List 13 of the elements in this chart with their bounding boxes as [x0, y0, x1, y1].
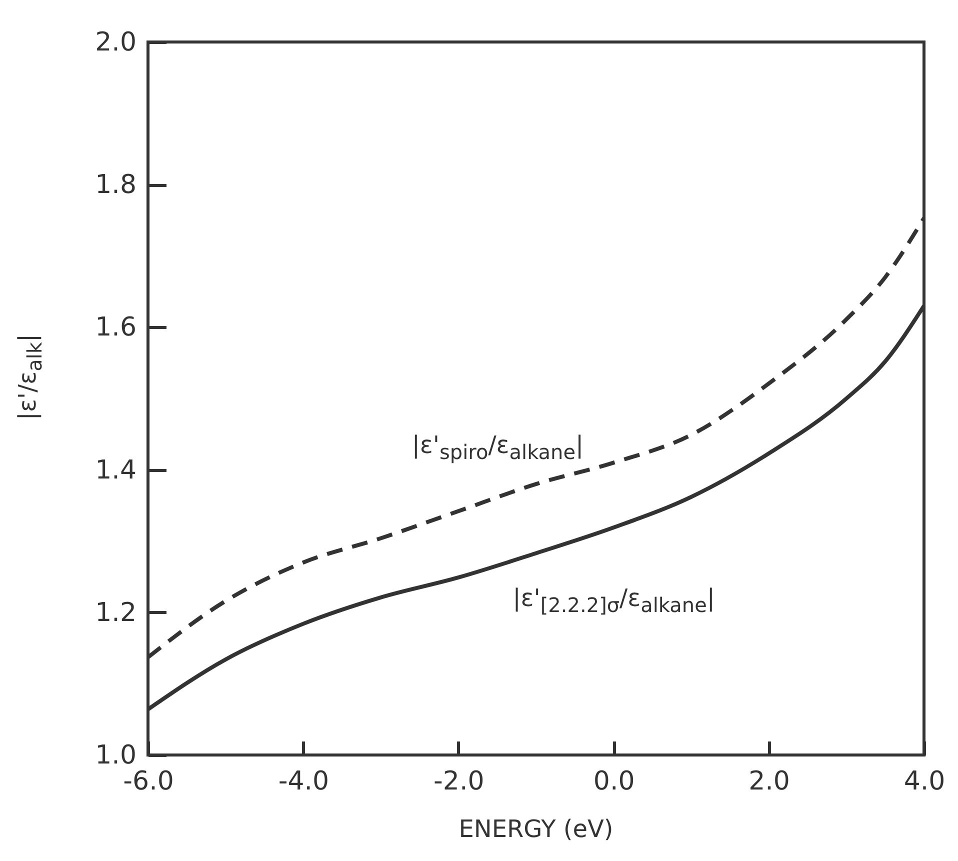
x-tick-label: 4.0	[904, 766, 946, 796]
y-tick-label: 1.8	[95, 170, 136, 200]
x-tick-label: -4.0	[278, 766, 330, 796]
series-label: |ε'$_{spiro}$/ε$_{alkane}$|	[412, 430, 584, 464]
x-tick-label: 2.0	[748, 766, 790, 796]
y-tick-label: 2.0	[95, 28, 136, 58]
y-tick-label: 1.6	[95, 312, 136, 343]
x-axis-title: ENERGY (eV)	[458, 815, 614, 843]
y-tick-label: 1.4	[95, 455, 136, 486]
series-label: |ε'$_{[2.2.2]σ}$/ε$_{alkane}$|	[512, 584, 715, 617]
x-tick-label: 0.0	[593, 766, 635, 796]
x-tick-label: -2.0	[434, 766, 484, 796]
y-tick-label: 1.2	[95, 598, 136, 628]
